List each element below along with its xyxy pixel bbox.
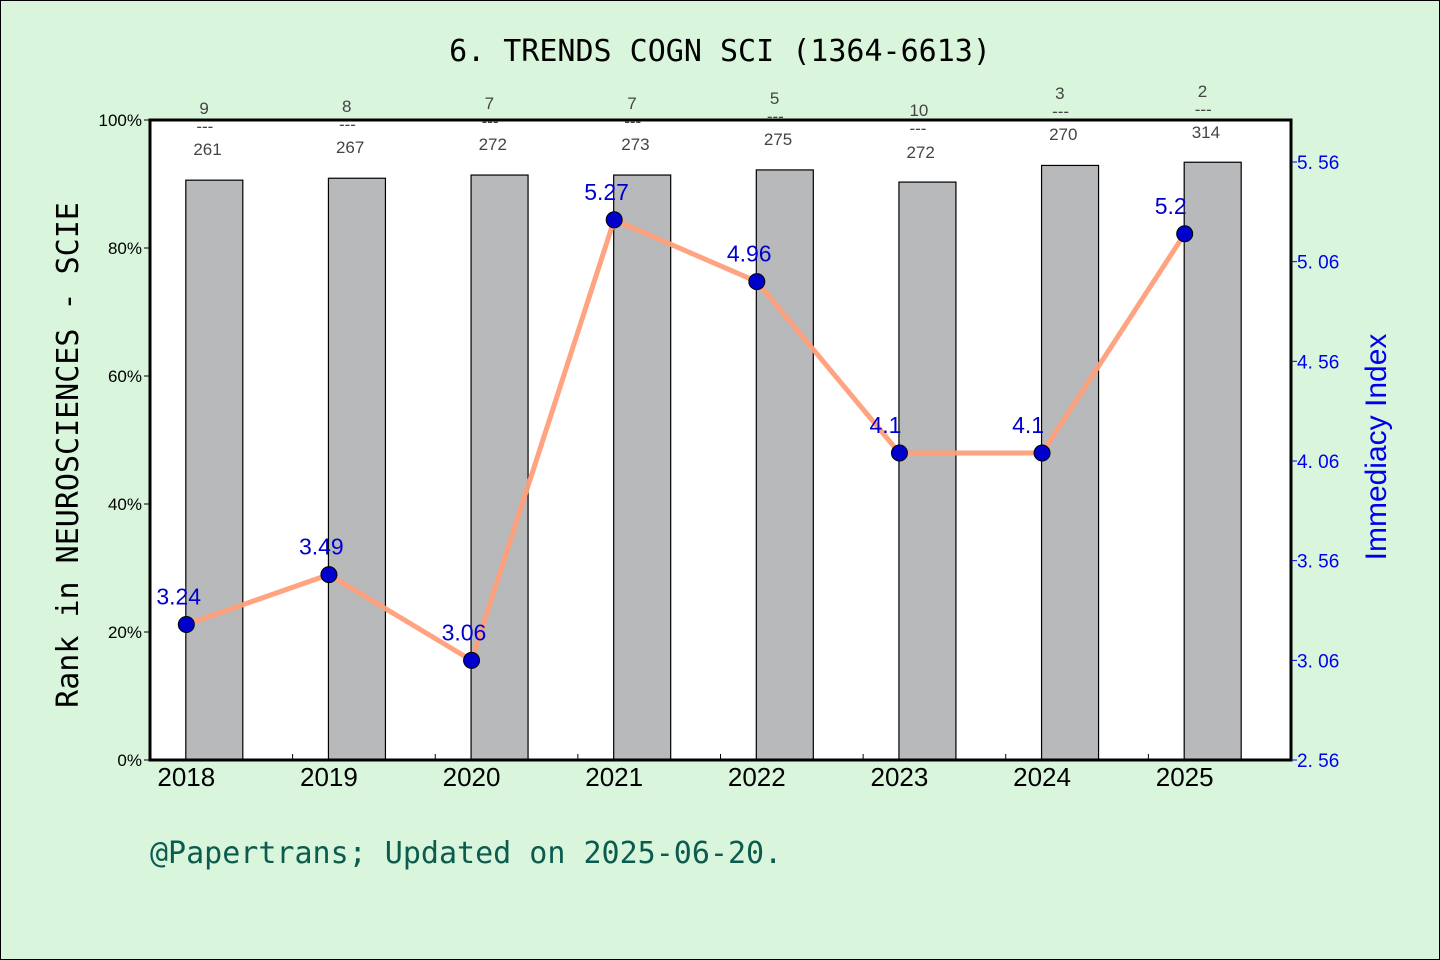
right-axis-label: Immediacy Index — [1360, 334, 1393, 561]
rank-separator: --- — [1195, 100, 1212, 119]
y-tick-label: 60% — [108, 367, 142, 386]
rank-value: 8 — [342, 97, 351, 116]
rank-total: 314 — [1192, 123, 1220, 142]
value-label-2024: 4.1 — [1012, 412, 1044, 438]
data-point-2022 — [748, 273, 766, 291]
rank-total: 261 — [193, 140, 221, 159]
value-label-2018: 3.24 — [156, 583, 201, 609]
rank-total: 267 — [336, 138, 364, 157]
rank-value: 5 — [770, 89, 779, 108]
y-tick-label: 100% — [99, 111, 142, 130]
rank-total: 272 — [906, 143, 934, 162]
right-axis: 2. 56 3. 06 3. 56 4. 06 4. 56 5. 06 5. 56 — [1291, 153, 1339, 772]
value-label-2020: 3.06 — [442, 619, 487, 645]
data-point-2021 — [605, 211, 623, 229]
y2-tick-label: 5. 06 — [1297, 253, 1339, 274]
rank-value: 2 — [1198, 82, 1207, 101]
y2-tick-label: 3. 06 — [1297, 651, 1339, 672]
y2-tick-label: 2. 56 — [1297, 751, 1339, 772]
plot-area — [150, 120, 1291, 760]
y2-tick-label: 4. 56 — [1297, 352, 1339, 373]
y-tick-label: 20% — [108, 623, 142, 642]
rank-separator: --- — [339, 115, 356, 134]
line-series: 3.24 3.49 3.06 5.27 4.96 4.1 4.1 5.2 — [156, 179, 1194, 669]
y2-tick-label: 5. 56 — [1297, 153, 1339, 174]
x-tick-label: 2018 — [157, 762, 215, 792]
bar-2024 — [1040, 164, 1100, 761]
rank-separator: --- — [909, 119, 926, 138]
rank-value: 10 — [909, 101, 928, 120]
value-label-2019: 3.49 — [299, 534, 344, 560]
value-label-2021: 5.27 — [584, 179, 629, 205]
rank-separator: --- — [1052, 102, 1069, 121]
value-label-2022: 4.96 — [727, 241, 772, 267]
left-axis-label: Rank in NEUROSCIENCES - SCIE — [51, 202, 86, 708]
rank-total: 275 — [764, 130, 792, 149]
rank-value: 7 — [485, 94, 494, 113]
x-tick-label: 2025 — [1156, 762, 1214, 792]
rank-annotations: 9---2618---2677---2727---2735---27510---… — [193, 82, 1220, 162]
data-point-2025 — [1176, 225, 1194, 243]
chart-title: 6. TRENDS COGN SCI (1364-6613) — [449, 34, 991, 69]
data-point-2019 — [320, 566, 338, 584]
x-tick-label: 2022 — [728, 762, 786, 792]
value-label-2023: 4.1 — [869, 412, 901, 438]
bar-2018 — [185, 179, 244, 761]
y2-tick-label: 3. 56 — [1297, 552, 1339, 573]
immediacy-line — [185, 217, 1187, 663]
x-tick-label: 2021 — [585, 762, 643, 792]
value-label-2025: 5.2 — [1155, 193, 1187, 219]
left-axis: 0% 20% 40% 60% 80% 100% — [99, 111, 150, 770]
y2-tick-label: 4. 06 — [1297, 452, 1339, 473]
rank-total: 272 — [479, 135, 507, 154]
rank-value: 3 — [1055, 84, 1064, 103]
bar-2025 — [1183, 161, 1242, 761]
bar-2021 — [613, 174, 672, 761]
x-axis: 2018 2019 2020 2021 2022 2023 2024 2025 — [157, 754, 1214, 792]
y-tick-label: 40% — [108, 495, 142, 514]
bar-2020 — [470, 174, 529, 761]
x-tick-label: 2024 — [1013, 762, 1071, 792]
data-point-2020 — [463, 651, 481, 669]
x-tick-label: 2019 — [300, 762, 358, 792]
data-point-2024 — [1033, 444, 1051, 462]
rank-total: 270 — [1049, 125, 1077, 144]
rank-separator: --- — [767, 107, 784, 126]
footer-credit: @Papertrans; Updated on 2025-06-20. — [150, 836, 783, 871]
x-tick-label: 2020 — [443, 762, 501, 792]
bar-2023 — [898, 181, 957, 761]
bar-2022 — [755, 169, 814, 761]
bar-2019 — [327, 177, 387, 761]
data-point-2018 — [177, 615, 195, 633]
rank-separator: --- — [196, 117, 213, 136]
bar-series — [185, 161, 1242, 761]
data-point-2023 — [890, 444, 908, 462]
rank-value: 7 — [627, 94, 636, 113]
rank-total: 273 — [621, 135, 649, 154]
rank-value: 9 — [199, 99, 208, 118]
y-tick-label: 0% — [117, 751, 142, 770]
y-tick-label: 80% — [108, 239, 142, 258]
x-tick-label: 2023 — [871, 762, 929, 792]
